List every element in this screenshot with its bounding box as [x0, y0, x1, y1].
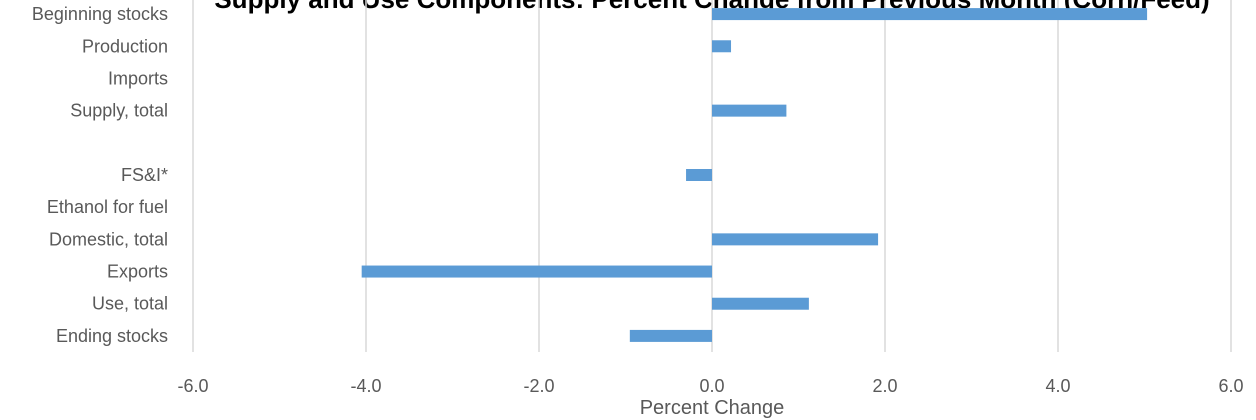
category-label: Production — [82, 36, 168, 56]
bar — [686, 169, 712, 181]
x-tick-label: 4.0 — [1045, 376, 1070, 396]
category-label: Use, total — [92, 294, 168, 314]
category-label: Supply, total — [70, 101, 168, 121]
x-tick-label: -2.0 — [523, 376, 554, 396]
category-label: FS&I* — [121, 165, 168, 185]
x-tick-label: -6.0 — [177, 376, 208, 396]
bar — [712, 104, 787, 117]
bar — [712, 8, 1148, 21]
x-tick-label: 2.0 — [872, 376, 897, 396]
bar — [712, 40, 732, 53]
x-tick-labels: -6.0 -4.0 -2.0 0.0 2.0 4.0 6.0 — [177, 376, 1243, 396]
bar — [361, 265, 712, 278]
bars — [361, 8, 1148, 342]
category-label: Imports — [108, 68, 168, 88]
bar — [712, 297, 809, 310]
category-label: Beginning stocks — [32, 4, 168, 24]
category-label: Domestic, total — [49, 229, 168, 249]
category-label: Ethanol for fuel — [47, 197, 168, 217]
x-axis-title: Percent Change — [640, 397, 785, 419]
bar — [629, 329, 712, 342]
category-label: Exports — [107, 262, 168, 282]
bar — [712, 233, 879, 246]
x-tick-label: 0.0 — [699, 376, 724, 396]
category-labels: Beginning stocks Production Imports Supply,… — [32, 4, 168, 346]
x-tick-label: -4.0 — [350, 376, 381, 396]
x-tick-label: 6.0 — [1218, 376, 1243, 396]
category-label: Ending stocks — [56, 326, 168, 346]
